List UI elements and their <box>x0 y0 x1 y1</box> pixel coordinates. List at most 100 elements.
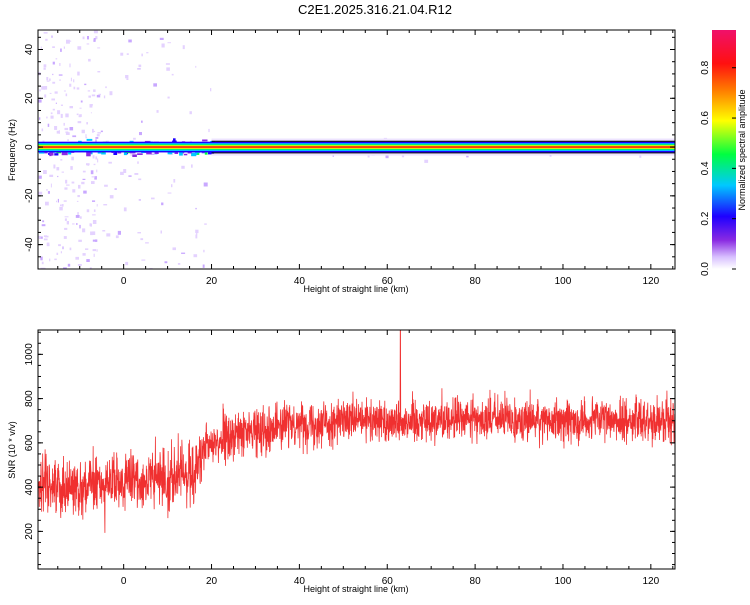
spectrogram-plot-area <box>38 30 675 269</box>
spectrogram-noise-cell <box>82 253 86 256</box>
spectrogram-noise-cell <box>75 215 80 218</box>
spectrogram-blotch <box>54 153 59 156</box>
spectrogram-noise-cell <box>165 63 170 65</box>
spectrogram-noise-cell <box>86 163 90 166</box>
spectrogram-noise-cell <box>210 88 212 92</box>
spectrogram-noise-cell <box>73 86 76 90</box>
spectrogram-noise-cell <box>58 130 60 134</box>
spectrogram-noise-cell <box>42 220 45 223</box>
spectrogram-blotch <box>132 154 137 157</box>
spectrogram-noise-cell <box>153 83 157 87</box>
spectrogram-noise-cell <box>88 95 91 98</box>
spectrogram-noise-cell <box>43 32 48 34</box>
spectrogram-noise-cell <box>115 235 119 239</box>
spectrogram-noise-cell <box>203 182 208 187</box>
spectrogram-noise-cell <box>56 252 59 255</box>
spectrogram-blotch <box>202 139 208 142</box>
spectrogram-noise-cell <box>96 204 98 207</box>
spectrogram-noise-cell <box>86 209 90 213</box>
x-tick-label: 100 <box>555 576 572 587</box>
spectrogram-blotch <box>193 153 198 155</box>
spectrogram-noise-cell <box>75 256 79 260</box>
x-tick-label: 60 <box>382 576 394 587</box>
spectrogram-noise-cell <box>49 258 51 262</box>
spectrogram-noise-cell <box>46 80 50 82</box>
spectrogram-noise-cell <box>39 89 41 92</box>
spectrogram-x-label: Height of straight line (km) <box>303 284 408 294</box>
spectrogram-noise-cell <box>193 254 198 258</box>
spectrogram-noise-cell <box>63 90 66 92</box>
spectrogram-noise-cell <box>69 106 73 109</box>
spectrogram-noise-cell <box>91 94 96 97</box>
spectrogram-noise-cell <box>93 38 96 42</box>
spectrogram-noise-cell <box>79 216 82 219</box>
spectrogram-blotch <box>173 138 176 141</box>
spectrogram-noise-cell <box>164 261 168 264</box>
spectrogram-noise-cell <box>73 79 75 83</box>
spectrogram-noise-cell <box>62 246 64 250</box>
spectrogram-noise-cell <box>93 89 96 92</box>
spectrogram-frame <box>37 29 676 270</box>
spectrogram-noise-cell <box>50 112 53 115</box>
spectrogram-noise-cell <box>51 35 53 38</box>
spectrogram-noise-cell <box>60 113 63 118</box>
spectrogram-blotch <box>86 138 93 141</box>
spectrogram-noise-cell <box>65 132 70 135</box>
spectrogram-noise-cell <box>39 236 43 239</box>
colorbar: 0.0 0.2 0.4 0.6 0.8 Normalized spectral ampl… <box>700 30 747 276</box>
spectrogram-noise-cell <box>52 108 55 111</box>
spectrogram-noise-cell <box>46 189 48 191</box>
spectrogram-noise-cell <box>82 178 86 180</box>
spectrogram-noise-cell <box>77 46 82 50</box>
spectrogram-noise-cell <box>60 251 62 254</box>
spectrogram-noise-cell <box>56 167 60 171</box>
spectrogram-noise-cell <box>424 159 429 163</box>
spectrogram-noise-cell <box>146 52 149 54</box>
spectrogram-noise-cell <box>65 179 68 184</box>
spectrogram-noise-cell <box>65 113 69 118</box>
spectrogram-noise-cell <box>69 83 72 87</box>
spectrogram-noise-cell <box>63 46 65 49</box>
spectrogram-noise-cell <box>57 110 61 115</box>
spectrogram-noise-cell <box>56 130 60 134</box>
colorbar-gradient <box>712 30 736 269</box>
spectrogram-noise-cell <box>138 178 142 181</box>
spectrogram-noise-cell <box>367 154 370 158</box>
spectrogram-noise-cell <box>203 249 205 253</box>
spectrogram-noise-cell <box>140 238 144 241</box>
x-tick-label: 80 <box>470 576 482 587</box>
spectrogram-noise-cell <box>97 158 99 163</box>
spectrogram-blotch <box>113 150 118 155</box>
colorbar-tick-label: 0.8 <box>700 60 711 74</box>
spectrogram-noise-cell <box>208 128 210 133</box>
spectrogram-noise-cell <box>92 239 97 242</box>
spectrogram-noise-cell <box>141 120 143 123</box>
spectrogram-noise-cell <box>84 83 87 86</box>
spectrogram-noise-cell <box>58 244 61 247</box>
spectrogram-noise-cell <box>77 264 82 266</box>
spectrogram-noise-cell <box>96 249 98 252</box>
spectrogram-noise-cell <box>195 207 197 210</box>
spectrogram-noise-cell <box>49 92 52 94</box>
spectrogram-noise-cell <box>102 230 106 232</box>
spectrogram-noise-cell <box>65 93 68 97</box>
spectrogram-noise-cell <box>182 45 185 50</box>
spectrogram-noise-cell <box>72 189 76 193</box>
spectrogram-noise-cell <box>97 132 101 134</box>
x-tick-label: 20 <box>206 576 218 587</box>
spectrogram-noise-cell <box>161 202 164 206</box>
spectrogram-noise-cell <box>105 140 110 142</box>
x-tick-label: 0 <box>121 576 127 587</box>
spectrogram-noise-cell <box>173 179 176 183</box>
spectrogram-noise-cell <box>81 129 85 134</box>
spectrogram-noise-cell <box>109 91 113 96</box>
spectrogram-blotch <box>191 153 196 156</box>
spectrogram-noise-cell <box>55 58 58 60</box>
spectrogram-noise-cell <box>125 75 129 79</box>
spectrogram-noise-cell <box>128 175 132 177</box>
spectrogram-noise-cell <box>95 137 99 139</box>
spectrogram-noise-cell <box>85 248 89 250</box>
spectrogram-noise-cell <box>38 191 43 195</box>
spectrogram-noise-cell <box>66 39 70 44</box>
spectrogram-noise-cell <box>86 122 88 125</box>
